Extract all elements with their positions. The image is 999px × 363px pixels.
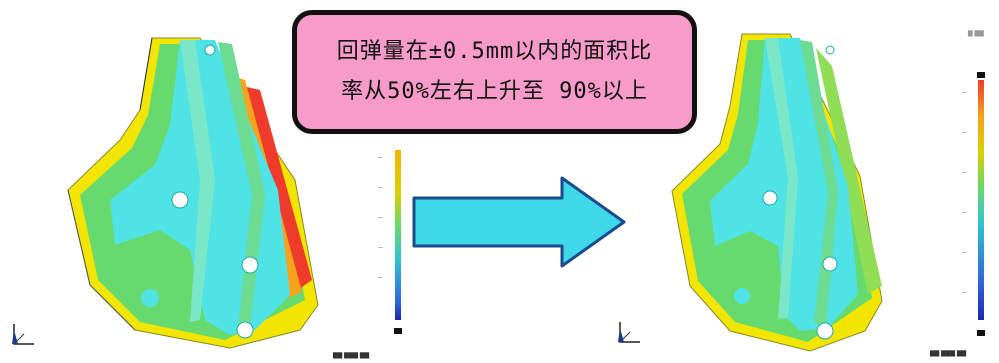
right-part-render	[671, 33, 883, 352]
left-footer-text: ▇▇ ▇▇▇ ▇▇	[333, 352, 370, 359]
left-color-scale	[395, 150, 401, 320]
callout-box: 回弹量在±0.5mm以内的面积比 率从50%左右上升至 90%以上	[292, 10, 697, 134]
arrow-right-icon	[412, 176, 626, 268]
callout-line-2: 率从50%左右上升至 90%以上	[341, 79, 648, 104]
right-color-scale	[978, 80, 984, 320]
callout-line-1: 回弹量在±0.5mm以内的面积比	[336, 39, 653, 64]
axis-triad-icon	[12, 324, 34, 345]
left-part-render	[67, 37, 319, 349]
right-footer-text: ▇▇ ▇▇▇ ▇▇	[930, 350, 967, 357]
right-top-tag: ▇ ▇▇	[968, 30, 984, 37]
axis-triad-icon	[618, 322, 640, 343]
